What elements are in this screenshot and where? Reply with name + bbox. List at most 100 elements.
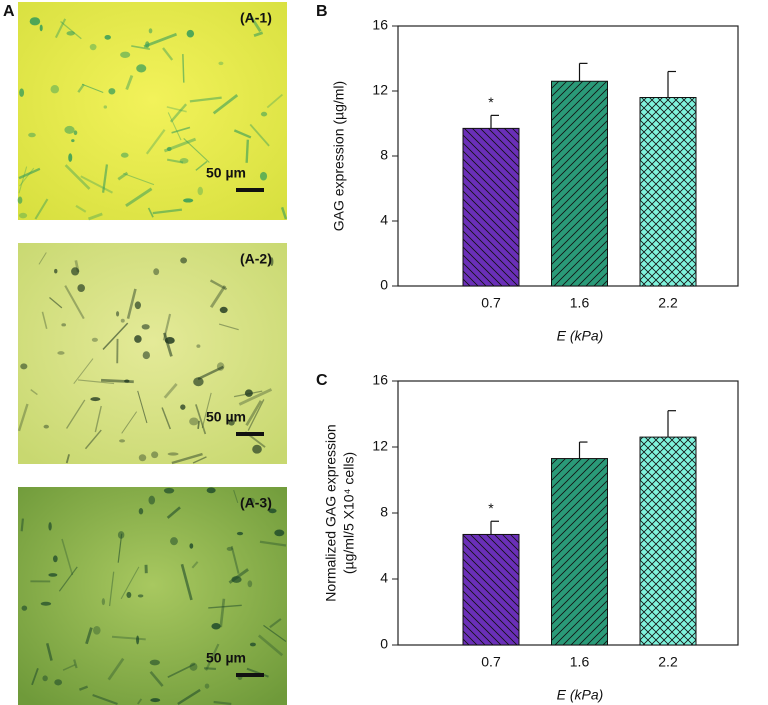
fiber: [73, 659, 78, 669]
cell: [148, 495, 156, 505]
fiber: [137, 698, 143, 705]
cell: [19, 88, 25, 97]
cell: [180, 257, 188, 264]
cell: [167, 452, 179, 456]
fiber: [111, 635, 146, 641]
fiber: [137, 390, 148, 424]
y-axis-label: (µg/ml/5 X10⁴ cells): [341, 452, 357, 574]
cell: [189, 417, 199, 426]
fiber: [248, 13, 262, 33]
fiber: [41, 311, 48, 329]
cell: [17, 196, 23, 204]
cell: [116, 311, 120, 317]
cell: [259, 171, 268, 181]
cell: [77, 284, 86, 292]
fiber: [18, 166, 28, 194]
cell: [93, 626, 101, 635]
cell: [170, 537, 178, 546]
fiber: [77, 379, 115, 385]
fiber: [180, 563, 193, 601]
x-tick-label: 1.6: [570, 295, 590, 311]
fiber: [17, 403, 29, 432]
fiber: [201, 392, 212, 429]
fiber: [65, 399, 86, 429]
cell: [104, 34, 111, 40]
cell: [145, 41, 150, 49]
y-axis-label: GAG expression (µg/ml): [331, 81, 347, 231]
fiber: [213, 700, 232, 705]
cell: [163, 487, 175, 494]
panel-label: A: [3, 3, 15, 20]
scale-bar: [236, 432, 264, 436]
fiber: [73, 358, 94, 385]
fiber: [94, 405, 102, 433]
scale-bar: [236, 673, 264, 677]
fiber: [197, 420, 200, 429]
cell: [244, 389, 253, 397]
y-tick-label: 16: [372, 17, 388, 33]
cell: [218, 61, 224, 66]
cell: [134, 335, 142, 343]
fiber: [64, 164, 91, 190]
fiber: [145, 129, 166, 155]
cell: [274, 529, 285, 537]
bar: [462, 127, 520, 287]
fiber: [45, 642, 53, 661]
fiber: [245, 400, 263, 427]
y-tick-label: 12: [372, 82, 388, 98]
fiber: [249, 123, 270, 147]
scale-bar-label: 50 µm: [206, 409, 246, 425]
fiber: [169, 103, 188, 123]
x-axis-label: E (kPa): [557, 687, 604, 703]
fiber: [117, 171, 129, 181]
cell: [189, 662, 198, 671]
fiber: [121, 411, 138, 434]
cell: [134, 301, 141, 310]
cell: [150, 698, 161, 703]
micrograph: (A-1) 50 µm: [17, 2, 288, 221]
scale-bar-label: 50 µm: [206, 650, 246, 666]
fiber: [247, 399, 265, 431]
cell: [260, 111, 268, 117]
cell: [183, 198, 194, 203]
cell: [138, 454, 147, 462]
fiber: [38, 252, 47, 265]
fiber: [166, 506, 181, 519]
cell: [231, 576, 242, 583]
cell: [153, 268, 160, 276]
y-tick-label: 4: [380, 570, 388, 586]
bar: [551, 80, 608, 287]
fiber: [81, 83, 104, 93]
cell: [48, 573, 58, 577]
panel-label: C: [316, 372, 328, 389]
fiber: [78, 685, 89, 691]
panel-label: B: [316, 3, 328, 20]
fiber: [219, 598, 226, 628]
fiber: [230, 545, 240, 574]
cell: [120, 318, 125, 323]
bar: [639, 97, 697, 287]
y-tick-label: 8: [380, 504, 388, 520]
cell: [68, 153, 73, 162]
x-tick-label: 0.7: [481, 654, 501, 670]
fiber: [161, 407, 171, 430]
cell: [142, 351, 150, 360]
cell: [48, 522, 52, 531]
cell: [71, 139, 75, 143]
fiber: [117, 533, 123, 563]
fiber: [62, 664, 76, 671]
fiber: [131, 45, 151, 50]
cell: [211, 623, 221, 630]
cell: [196, 344, 201, 348]
cell: [270, 257, 274, 267]
cell: [268, 508, 277, 514]
cell: [57, 351, 65, 355]
fiber: [189, 96, 222, 103]
fiber: [233, 489, 239, 504]
fiber: [107, 657, 125, 681]
fiber: [191, 561, 199, 569]
cell: [136, 64, 147, 73]
cell: [141, 324, 150, 330]
cell: [52, 555, 58, 563]
cell: [39, 24, 43, 32]
